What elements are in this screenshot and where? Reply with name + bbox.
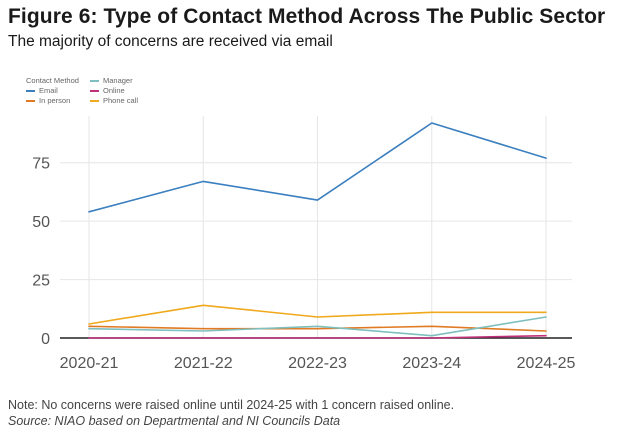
legend-swatch [90,80,99,82]
legend-item-phone-call: Phone call [90,96,138,106]
x-tick-label: 2022-23 [288,355,347,372]
legend-item-in-person: In person [26,96,70,106]
series-line-manager [88,316,547,337]
legend-item-email: Email [26,86,58,96]
legend-label: Manager [103,76,133,85]
y-tick-label: 25 [32,273,50,290]
legend-item-manager: Manager [90,76,133,86]
legend-label: Phone call [103,96,139,105]
series-line-phone-call [88,304,547,325]
legend-title: Contact Method [26,76,79,85]
x-tick-label: 2023-24 [402,355,461,372]
chart-title: Figure 6: Type of Contact Method Across … [8,5,606,28]
legend-label: Online [103,86,125,95]
line-chart: 0 25 50 75 2020-21 2021-22 2022-23 2023-24 2024-… [32,116,576,372]
y-tick-label: 50 [32,214,50,231]
legend-swatch [26,100,35,102]
legend-swatch [90,100,99,102]
source-note: Source: NIAO based on Departmental and N… [8,414,341,428]
footnote: Note: No concerns were raised online unt… [8,398,455,412]
series-line-in-person [88,325,547,332]
y-tick-label: 75 [32,156,50,173]
x-tick-label: 2020-21 [60,355,119,372]
legend-label: In person [39,96,71,105]
legend-swatch [26,90,35,92]
legend-label: Email [39,86,58,95]
legend-item-online: Online [90,86,125,96]
chart-subtitle: The majority of concerns are received vi… [8,33,333,50]
series-line-online [88,334,547,339]
legend-swatch [90,90,99,92]
y-tick-label: 0 [41,331,50,348]
x-tick-label: 2021-22 [174,355,233,372]
series-line-email [88,122,547,213]
x-tick-label: 2024-25 [517,355,576,372]
